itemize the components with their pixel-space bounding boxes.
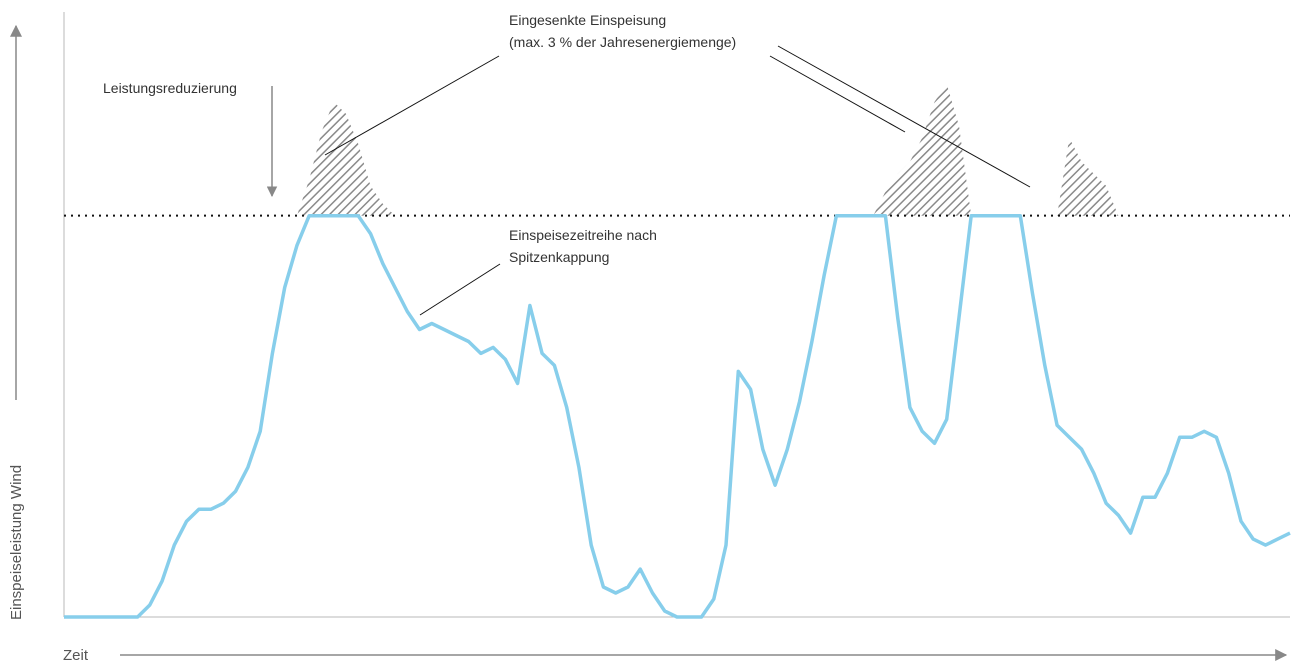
y-axis-label: Einspeiseleistung Wind (8, 465, 25, 620)
leader-line-einspeise (419, 263, 501, 316)
curtailed-area-1 (296, 101, 408, 216)
annotation-einspeise-line1: Einspeisezeitreihe nach (509, 227, 657, 243)
leader-line-eingesenkte-2 (769, 55, 906, 133)
curtailed-area-2 (873, 83, 1119, 216)
series-line-feed-in (64, 213, 1291, 619)
x-axis-label: Zeit (63, 647, 89, 664)
leader-line-eingesenkte-3 (777, 45, 1031, 188)
leader-line-eingesenkte-1 (324, 55, 500, 156)
annotation-eingesenkte-line1: Eingesenkte Einspeisung (509, 12, 666, 28)
annotation-einspeise-line2: Spitzenkappung (509, 249, 609, 265)
curtailed-area-group (296, 83, 1119, 216)
annotation-leistungsreduzierung: Leistungsreduzierung (103, 80, 237, 96)
annotation-eingesenkte-line2: (max. 3 % der Jahresenergiemenge) (509, 34, 736, 50)
